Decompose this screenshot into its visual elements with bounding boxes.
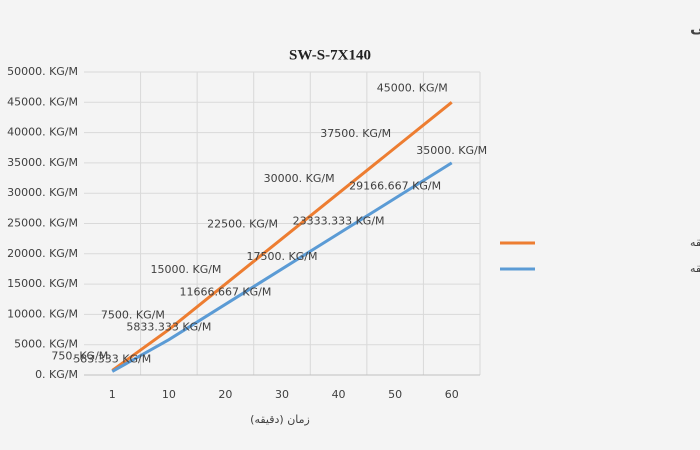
y-tick-label: 30000. KG/M — [7, 186, 78, 199]
data-label: 5833.333 KG/M — [126, 321, 211, 334]
y-tick-label: 45000. KG/M — [7, 95, 78, 108]
x-tick-label: 1 — [109, 388, 116, 401]
y-tick-label: 40000. KG/M — [7, 126, 78, 139]
y-tick-label: 10000. KG/M — [7, 307, 78, 320]
y-tick-label: 25000. KG/M — [7, 217, 78, 230]
data-label: 29166.667 KG/M — [349, 179, 441, 192]
data-label: 583.333 KG/M — [73, 352, 151, 365]
data-label: 750. KG/M — [51, 349, 108, 362]
x-tick-label: 20 — [218, 388, 232, 401]
x-tick-label: 30 — [275, 388, 289, 401]
x-axis-label: زمان (دقیقه) — [250, 413, 310, 426]
data-label: 15000. KG/M — [151, 263, 222, 276]
data-label: 30000. KG/M — [264, 172, 335, 185]
data-label: 7500. KG/M — [101, 309, 165, 322]
y-tick-label: 20000. KG/M — [7, 247, 78, 260]
data-label: 35000. KG/M — [416, 144, 487, 157]
data-label: 22500. KG/M — [207, 218, 278, 231]
y-tick-label: 50000. KG/M — [7, 65, 78, 78]
legend-label: ی تولید در دقیقه — [690, 262, 700, 275]
x-tick-label: 50 — [388, 388, 402, 401]
data-label: 37500. KG/M — [320, 127, 391, 140]
y-tick-label: 5000. KG/M — [14, 338, 78, 351]
data-label: 17500. KG/M — [247, 250, 318, 263]
data-label: 11666.667 KG/M — [179, 285, 271, 298]
y-tick-label: 0. KG/M — [35, 368, 78, 381]
y-tick-label: 15000. KG/M — [7, 277, 78, 290]
x-tick-label: 10 — [162, 388, 176, 401]
series-line — [111, 101, 453, 372]
data-label: 23333.333 KG/M — [293, 215, 385, 228]
series-line — [111, 161, 453, 373]
x-tick-label: 40 — [332, 388, 346, 401]
chart-subtitle: SW-S-7X140 — [289, 47, 371, 63]
y-tick-label: 35000. KG/M — [7, 156, 78, 169]
legend-label: ی تولید در دقیقه — [690, 236, 700, 249]
data-label: 45000. KG/M — [377, 81, 448, 94]
chart-title: کمینه و بیشینه نمودار شستشوی ماسه‌شور حل… — [690, 18, 700, 37]
x-tick-label: 60 — [445, 388, 459, 401]
